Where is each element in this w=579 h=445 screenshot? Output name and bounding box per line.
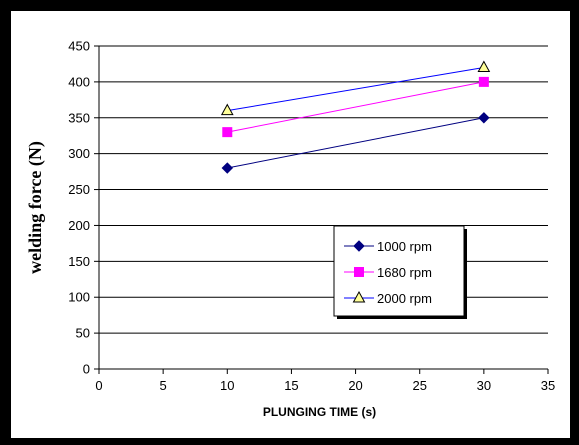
axes (94, 45, 549, 374)
legend-marker (354, 267, 364, 277)
y-tick-label: 350 (68, 110, 90, 125)
y-tick-label: 250 (68, 182, 90, 197)
gridlines (99, 45, 548, 334)
y-tick-label: 100 (68, 290, 90, 305)
legend-marker (353, 240, 365, 252)
y-tick-label: 50 (76, 326, 90, 341)
data-point (221, 162, 233, 174)
series-line-2 (227, 81, 484, 133)
series-group (220, 60, 491, 174)
x-tick-label: 5 (160, 378, 167, 393)
y-tick-label: 0 (83, 362, 90, 377)
data-point (477, 60, 491, 73)
legend-label: 1680 rpm (377, 265, 432, 280)
x-tick-label: 30 (477, 378, 491, 393)
x-tick-label: 20 (348, 378, 362, 393)
legend-label: 2000 rpm (377, 291, 432, 306)
line-chart: 0 50 100 150 200 250 300 350 400 450 0 5 10 15 20 25 30… (25, 39, 555, 420)
legend-label: 1000 rpm (377, 239, 432, 254)
x-tick-labels: 0 5 10 15 20 25 30 35 (95, 378, 555, 393)
y-tick-labels: 0 50 100 150 200 250 300 350 400 450 (68, 39, 90, 377)
x-axis-label: PLUNGING TIME (s) (263, 405, 376, 419)
legend-marker (352, 290, 366, 303)
data-point (478, 76, 489, 87)
y-axis-label: welding force (N) (25, 141, 46, 274)
y-tick-label: 200 (68, 218, 90, 233)
data-point (478, 112, 490, 124)
data-point (222, 127, 233, 138)
series-line-3 (227, 67, 484, 112)
x-tick-label: 10 (220, 378, 234, 393)
x-tick-label: 25 (412, 378, 426, 393)
y-tick-label: 450 (68, 39, 90, 54)
y-tick-label: 150 (68, 254, 90, 269)
series-line-1 (227, 117, 484, 169)
y-tick-label: 300 (68, 146, 90, 161)
x-tick-label: 15 (284, 378, 298, 393)
data-point (220, 103, 234, 116)
y-tick-label: 400 (68, 74, 90, 89)
x-tick-label: 0 (95, 378, 102, 393)
chart-area: 0 50 100 150 200 250 300 350 400 450 0 5 10 15 20 25 30… (10, 10, 571, 439)
legend: 1000 rpm 1680 rpm 2000 rpm (333, 225, 467, 319)
x-tick-label: 35 (541, 378, 555, 393)
